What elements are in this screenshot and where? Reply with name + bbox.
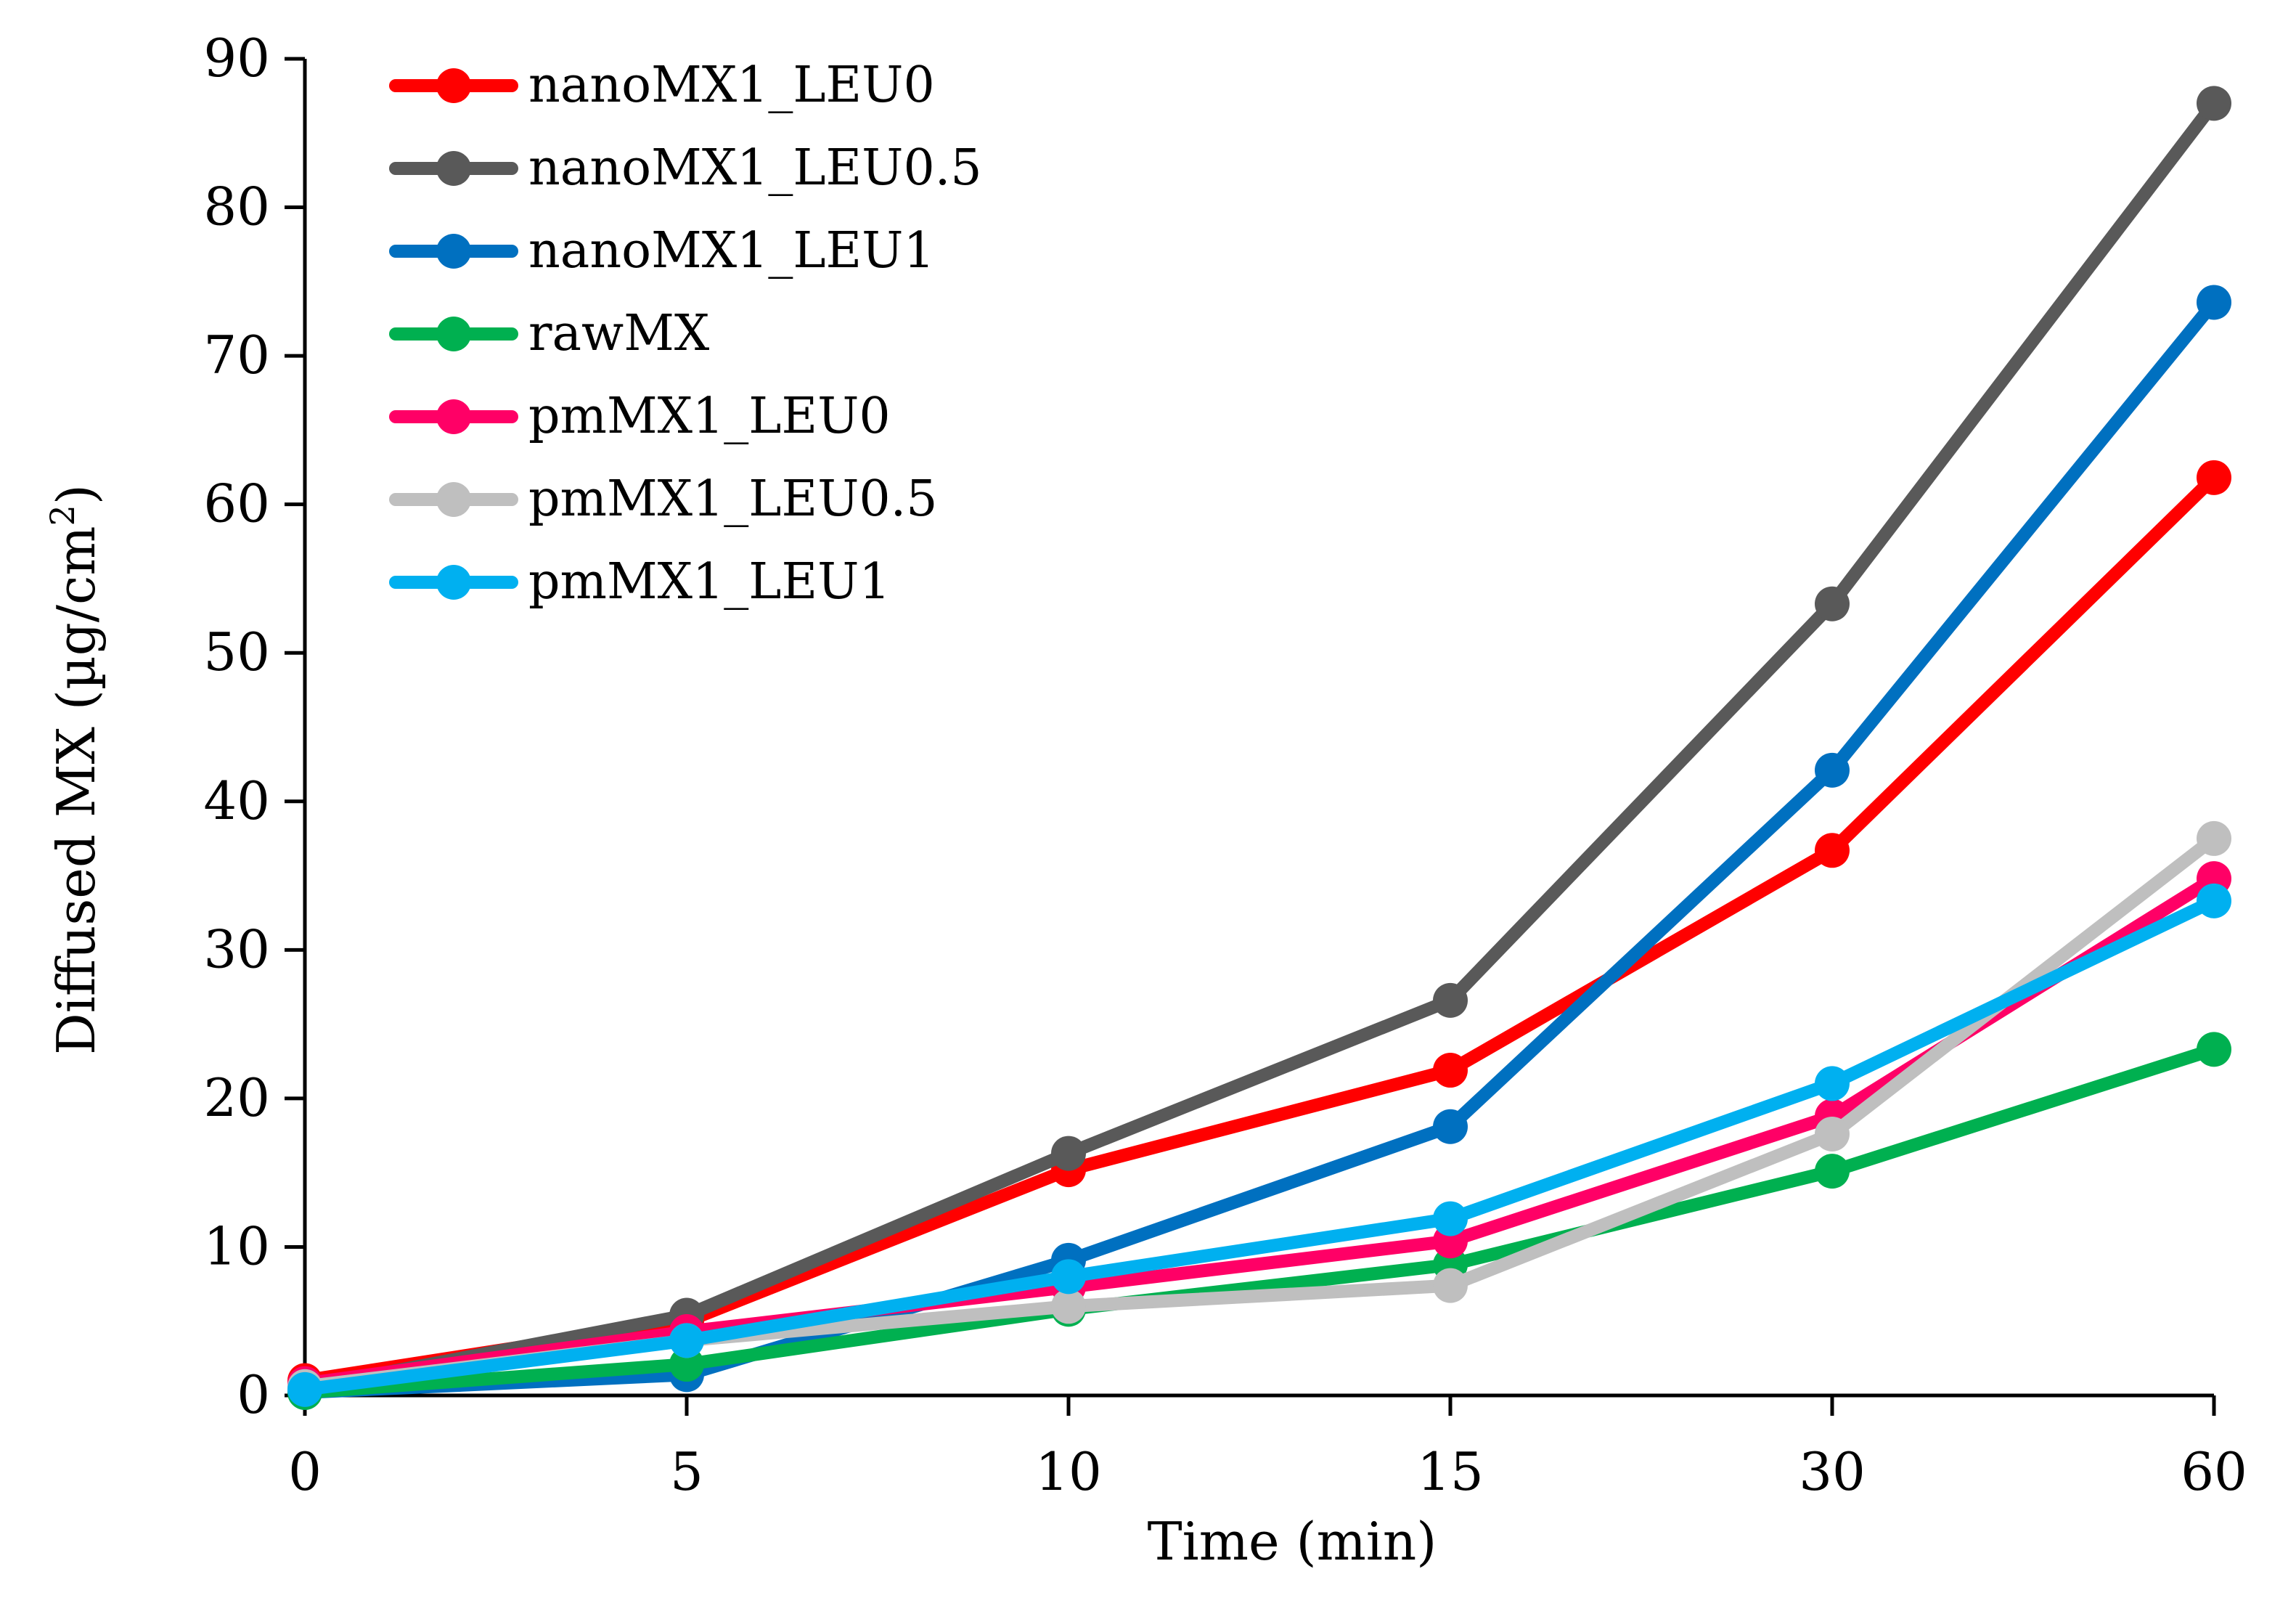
y-tick-label: 10	[203, 1215, 270, 1276]
legend-label: nanoMX1_LEU1	[528, 222, 935, 280]
data-point	[1051, 1289, 1086, 1324]
data-point	[1815, 586, 1850, 621]
legend: nanoMX1_LEU0 nanoMX1_LEU0.5 nanoMX1_LEU1ra…	[389, 57, 982, 611]
data-point	[2197, 86, 2231, 121]
x-tick-label: 30	[1799, 1441, 1866, 1502]
x-tick-label: 5	[670, 1441, 703, 1502]
series-line	[298, 295, 2221, 1399]
x-tick-label: 10	[1035, 1441, 1102, 1502]
data-point	[2197, 285, 2231, 320]
y-tick-label: 60	[203, 473, 270, 534]
data-point	[2197, 460, 2231, 495]
data-point	[1815, 1066, 1850, 1101]
legend-marker	[436, 565, 471, 600]
data-point	[1433, 1109, 1468, 1144]
legend-item: nanoMX1_LEU0	[389, 57, 935, 114]
legend-item: pmMX1_LEU0	[389, 388, 891, 445]
legend-marker	[436, 68, 471, 103]
data-point	[2197, 1032, 2231, 1067]
series-layer	[287, 86, 2231, 1410]
series-line	[298, 831, 2221, 1393]
data-point	[2197, 820, 2231, 856]
legend-item: nanoMX1_LEU1	[389, 222, 935, 280]
y-axis-title: Diffused MX (µg/cm2)	[43, 484, 107, 1055]
y-tick-label: 20	[203, 1067, 270, 1128]
series-line	[298, 1043, 2221, 1399]
legend-marker	[436, 151, 471, 186]
data-point	[1051, 1259, 1086, 1295]
y-tick-label: 90	[203, 28, 270, 89]
legend-marker	[436, 234, 471, 269]
legend-marker	[436, 399, 471, 434]
data-point	[1051, 1136, 1086, 1171]
data-point	[287, 1371, 322, 1407]
y-tick-label: 30	[203, 918, 270, 979]
series-pmMX1_LEU0.5	[287, 820, 2231, 1404]
legend-label: nanoMX1_LEU0	[528, 57, 935, 114]
axes: 0 10 20 30 40 50 60 70 80 90 0 5 10 15 30 60	[203, 28, 2247, 1502]
data-point	[1433, 1053, 1468, 1088]
series-line	[298, 872, 2221, 1390]
data-point	[1815, 1154, 1850, 1189]
legend-label: nanoMX1_LEU0.5	[528, 139, 982, 197]
y-axis-title-main: Diffused MX (µg/cm	[46, 526, 107, 1055]
data-point	[1433, 1201, 1468, 1236]
series-line	[298, 894, 2221, 1396]
y-tick-label: 70	[203, 325, 270, 386]
data-point	[1815, 1116, 1850, 1151]
y-axis-title-superscript: 2	[43, 505, 82, 526]
legend-label: pmMX1_LEU0.5	[528, 470, 938, 528]
x-axis-title: Time (min)	[1148, 1511, 1437, 1572]
legend-item: pmMX1_LEU0.5	[389, 470, 938, 528]
data-point	[669, 1323, 704, 1358]
legend-label: rawMX	[528, 305, 710, 362]
data-point	[1815, 833, 1850, 868]
y-tick-label: 0	[237, 1364, 270, 1425]
data-point	[1815, 752, 1850, 788]
x-tick-label: 60	[2181, 1441, 2247, 1502]
series-pmMX1_LEU1	[287, 883, 2231, 1407]
legend-label: pmMX1_LEU1	[528, 553, 891, 611]
y-tick-label: 80	[203, 176, 270, 237]
legend-marker	[436, 482, 471, 517]
legend-item: pmMX1_LEU1	[389, 553, 891, 611]
x-tick-label: 15	[1417, 1441, 1484, 1502]
y-axis-title-tail: )	[46, 484, 107, 505]
series-line	[298, 97, 2221, 1395]
y-tick-label: 40	[203, 770, 270, 831]
x-tick-label: 0	[288, 1441, 322, 1502]
legend-marker	[436, 317, 471, 351]
data-point	[1433, 1268, 1468, 1303]
legend-item: nanoMX1_LEU0.5	[389, 139, 982, 197]
y-tick-label: 50	[203, 621, 270, 682]
legend-label: pmMX1_LEU0	[528, 388, 891, 445]
data-point	[2197, 883, 2231, 918]
data-point	[1433, 982, 1468, 1018]
legend-item: rawMX	[389, 305, 710, 362]
